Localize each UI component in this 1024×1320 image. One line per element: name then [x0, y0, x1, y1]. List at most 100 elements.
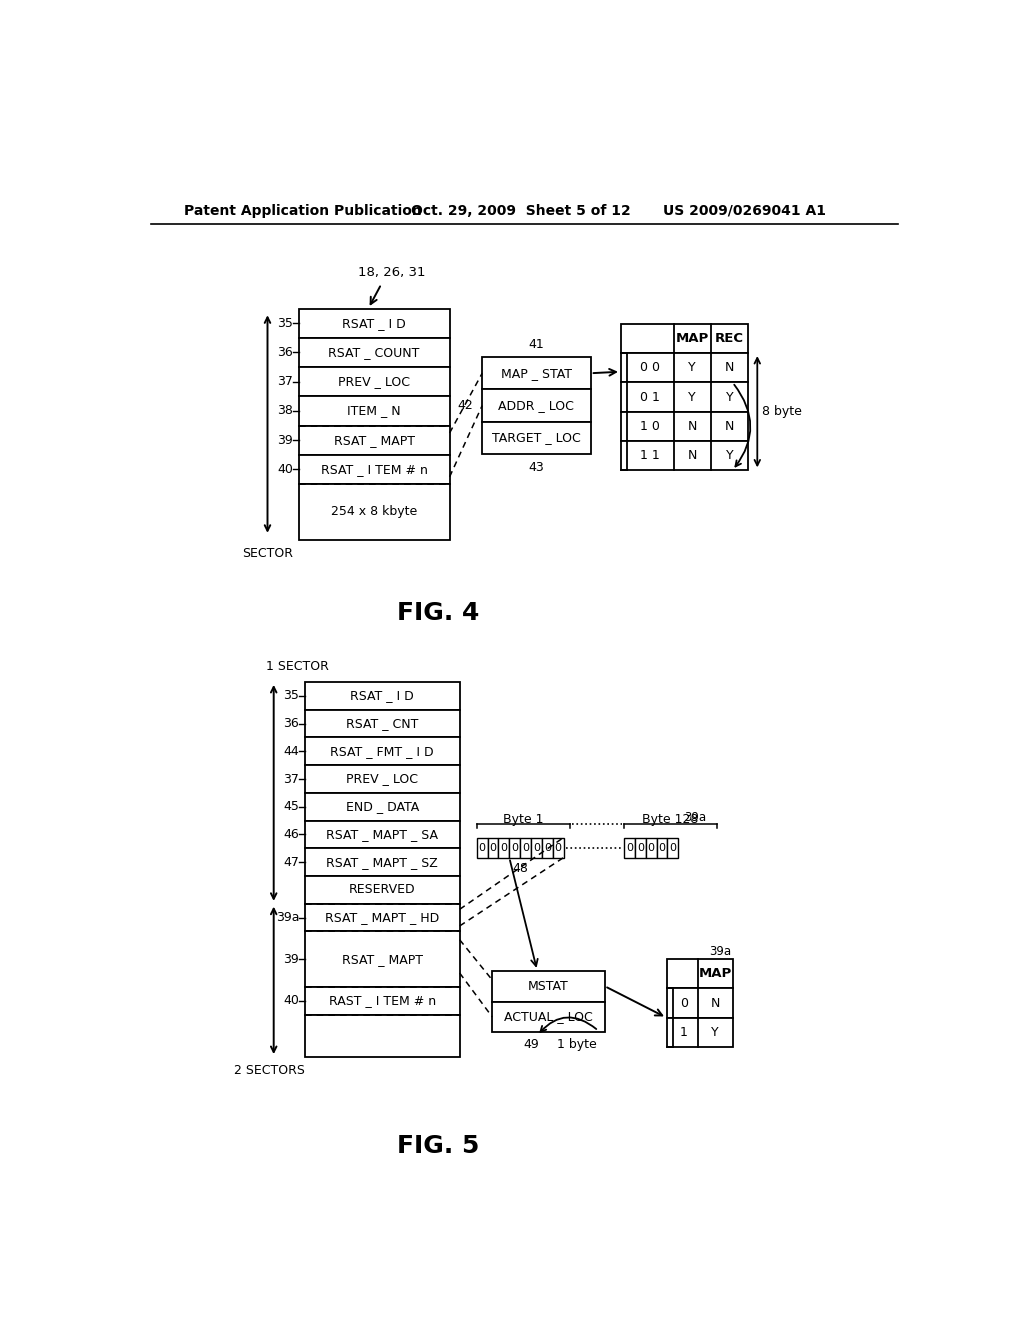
Text: 254 x 8 kbyte: 254 x 8 kbyte — [331, 506, 417, 519]
Bar — [542, 838, 553, 858]
Text: 39: 39 — [278, 434, 293, 446]
Text: N: N — [687, 449, 697, 462]
Text: 35: 35 — [284, 689, 299, 702]
Text: PREV _ LOC: PREV _ LOC — [346, 772, 418, 785]
Text: ITEM _ N: ITEM _ N — [347, 404, 400, 417]
Text: 0: 0 — [522, 842, 529, 853]
Text: RSAT _ MAPT: RSAT _ MAPT — [342, 953, 423, 966]
Text: 46: 46 — [284, 828, 299, 841]
Text: 40: 40 — [278, 463, 293, 477]
Bar — [499, 838, 509, 858]
Text: 0: 0 — [511, 842, 518, 853]
Bar — [621, 354, 748, 383]
Bar — [482, 389, 591, 422]
Bar — [305, 849, 460, 876]
Bar — [668, 838, 678, 858]
Text: 49: 49 — [523, 1038, 540, 1051]
Text: 0: 0 — [501, 842, 507, 853]
Text: SECTOR: SECTOR — [242, 546, 293, 560]
Text: RSAT _ MAPT: RSAT _ MAPT — [334, 434, 415, 446]
Text: RSAT _ MAPT _ HD: RSAT _ MAPT _ HD — [325, 911, 439, 924]
Bar — [621, 323, 748, 354]
Text: 0: 0 — [626, 842, 633, 853]
Text: 39a: 39a — [275, 911, 299, 924]
Text: 37: 37 — [284, 772, 299, 785]
Text: 38: 38 — [278, 404, 293, 417]
Text: 35: 35 — [278, 317, 293, 330]
Text: Y: Y — [712, 1026, 719, 1039]
Text: Y: Y — [688, 362, 696, 375]
Bar — [520, 838, 531, 858]
Text: 0: 0 — [532, 842, 540, 853]
Text: MAP: MAP — [698, 968, 732, 981]
Bar — [493, 970, 604, 1002]
Bar — [299, 338, 450, 367]
Text: US 2009/0269041 A1: US 2009/0269041 A1 — [663, 203, 825, 218]
Bar — [624, 838, 635, 858]
Bar — [646, 838, 656, 858]
Text: FIG. 5: FIG. 5 — [397, 1134, 479, 1158]
Text: 0: 0 — [544, 842, 551, 853]
Text: ACTUAL _ LOC: ACTUAL _ LOC — [504, 1010, 593, 1023]
Bar — [553, 838, 563, 858]
Text: 8 byte: 8 byte — [762, 405, 802, 418]
Bar — [656, 838, 668, 858]
Text: 47: 47 — [284, 855, 299, 869]
Text: Oct. 29, 2009  Sheet 5 of 12: Oct. 29, 2009 Sheet 5 of 12 — [411, 203, 631, 218]
Text: N: N — [711, 997, 720, 1010]
Text: RSAT _ I D: RSAT _ I D — [342, 317, 406, 330]
Text: PREV _ LOC: PREV _ LOC — [338, 375, 410, 388]
Text: FIG. 4: FIG. 4 — [397, 601, 479, 624]
Text: RSAT _ I D: RSAT _ I D — [350, 689, 414, 702]
Text: MAP: MAP — [676, 333, 709, 345]
Text: RESERVED: RESERVED — [349, 883, 416, 896]
Text: 43: 43 — [528, 462, 545, 474]
Text: Y: Y — [726, 449, 733, 462]
Bar — [621, 383, 748, 412]
Text: 1 1: 1 1 — [640, 449, 659, 462]
Bar — [482, 422, 591, 454]
Bar — [299, 425, 450, 455]
Bar — [299, 396, 450, 425]
Text: RAST _ I TEM # n: RAST _ I TEM # n — [329, 994, 436, 1007]
Text: Byte 1: Byte 1 — [503, 813, 544, 825]
Text: ADDR _ LOC: ADDR _ LOC — [499, 399, 574, 412]
Bar — [305, 821, 460, 849]
Text: 39a: 39a — [709, 945, 731, 958]
Text: RSAT _ COUNT: RSAT _ COUNT — [329, 346, 420, 359]
Text: END _ DATA: END _ DATA — [345, 800, 419, 813]
Text: Y: Y — [726, 391, 733, 404]
Text: 1: 1 — [680, 1026, 687, 1039]
Bar — [305, 987, 460, 1015]
Text: RSAT _ MAPT _ SZ: RSAT _ MAPT _ SZ — [327, 855, 438, 869]
Text: 0 1: 0 1 — [640, 391, 659, 404]
Text: REC: REC — [715, 333, 743, 345]
Text: 0 0: 0 0 — [640, 362, 659, 375]
Bar — [305, 1015, 460, 1057]
Bar — [493, 1002, 604, 1032]
Bar — [305, 932, 460, 987]
Text: 42: 42 — [458, 399, 473, 412]
Text: Patent Application Publication: Patent Application Publication — [183, 203, 422, 218]
Text: 0: 0 — [637, 842, 644, 853]
Bar — [305, 738, 460, 766]
Bar — [299, 484, 450, 540]
Text: 18, 26, 31: 18, 26, 31 — [357, 265, 425, 279]
Text: 1 0: 1 0 — [640, 420, 659, 433]
Text: 48: 48 — [512, 862, 528, 875]
Text: 0: 0 — [658, 842, 666, 853]
Text: N: N — [725, 420, 734, 433]
Bar — [482, 358, 591, 389]
Bar — [531, 838, 542, 858]
Bar — [667, 989, 732, 1018]
Text: 0: 0 — [647, 842, 654, 853]
Text: N: N — [687, 420, 697, 433]
Text: 40: 40 — [284, 994, 299, 1007]
Bar — [299, 309, 450, 338]
Text: 0: 0 — [670, 842, 676, 853]
Text: 45: 45 — [284, 800, 299, 813]
Bar — [477, 838, 487, 858]
Text: 36: 36 — [284, 717, 299, 730]
Text: RSAT _ FMT _ I D: RSAT _ FMT _ I D — [331, 744, 434, 758]
Text: 0: 0 — [555, 842, 561, 853]
